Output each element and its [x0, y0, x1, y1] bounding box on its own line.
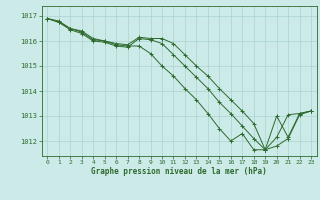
- X-axis label: Graphe pression niveau de la mer (hPa): Graphe pression niveau de la mer (hPa): [91, 167, 267, 176]
